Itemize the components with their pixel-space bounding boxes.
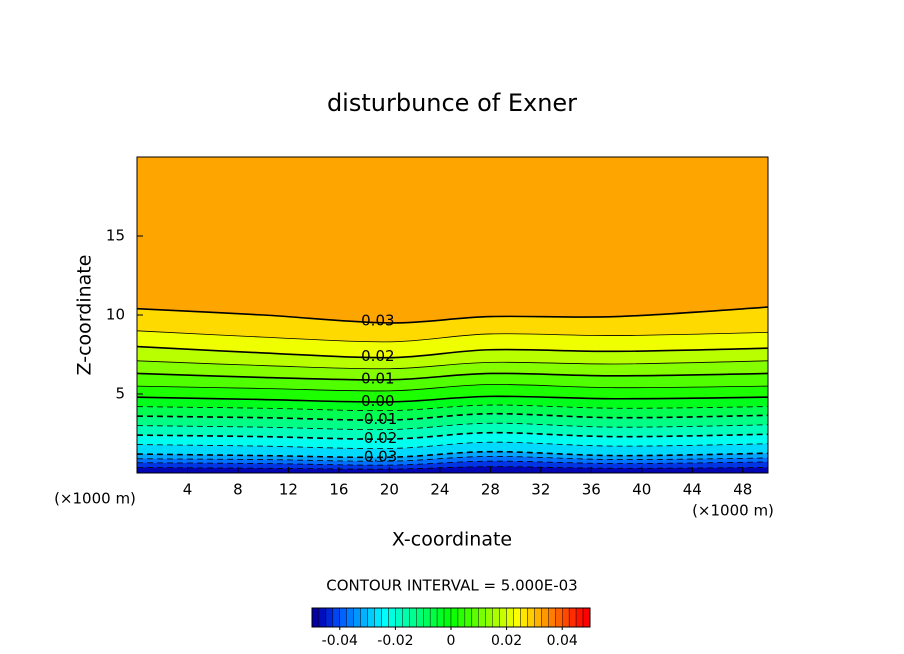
colorbar-cell <box>318 607 327 628</box>
colorbar-cell <box>575 607 584 628</box>
colorbar-cell <box>346 607 354 628</box>
contour-interval: CONTOUR INTERVAL = 5.000E-03 <box>326 577 577 595</box>
colorbar-cell <box>582 607 591 628</box>
colorbar-cell <box>311 607 320 628</box>
x-tick-label: 28 <box>481 481 500 499</box>
contour-label: 0.01 <box>361 370 394 388</box>
contour-line <box>137 404 768 412</box>
colorbar-tick-label: -0.04 <box>322 633 358 649</box>
colorbar-cell <box>478 607 486 628</box>
colorbar-cell <box>353 607 361 628</box>
colorbar-cell <box>402 607 410 628</box>
colorbar-cell <box>443 607 452 628</box>
contour-line <box>137 441 768 450</box>
colorbar-cell <box>513 607 521 628</box>
contour-line <box>137 466 768 470</box>
contour-line <box>137 360 768 370</box>
colorbar-cell <box>520 607 528 628</box>
contour-line <box>137 450 768 459</box>
x-tick-label: 20 <box>380 481 399 499</box>
colorbar-cell <box>568 607 577 628</box>
contour-label: 0.02 <box>361 347 394 365</box>
colorbar-cell <box>360 607 368 628</box>
colorbar-cell <box>457 607 466 628</box>
colorbar-cell <box>471 607 480 628</box>
x-tick-label: 36 <box>582 481 601 499</box>
colorbar-cell <box>541 607 549 628</box>
colorbar-cell <box>436 607 445 628</box>
x-tick-label: 48 <box>733 481 752 499</box>
contour-line <box>137 412 768 421</box>
colorbar-cell <box>332 607 341 628</box>
colorbar-cell <box>548 607 556 628</box>
contour-label: -0.01 <box>358 410 397 428</box>
x-tick-label: 8 <box>233 481 243 499</box>
colorbar-cell <box>450 607 459 628</box>
colorbar-cell <box>339 607 347 628</box>
x-unit-label: (×1000 m) <box>692 502 774 520</box>
colorbar-cell <box>492 607 500 628</box>
contour-line <box>137 395 768 403</box>
colorbar-cell <box>555 607 563 628</box>
x-tick-label: 40 <box>632 481 651 499</box>
y-tick-label: 5 <box>115 385 125 403</box>
contour-line <box>137 431 768 440</box>
colorbar-cell <box>464 607 473 628</box>
y-tick-label: 15 <box>106 227 125 245</box>
colorbar-cell <box>395 607 403 628</box>
contour-label: 0.03 <box>361 311 394 329</box>
colorbar-tick-label: 0.02 <box>491 633 522 649</box>
contour-line <box>137 384 768 392</box>
contour-line <box>137 372 768 381</box>
contour-line <box>137 345 768 359</box>
colorbar-cell <box>527 607 535 628</box>
x-tick-label: 16 <box>329 481 348 499</box>
colorbar-cell <box>429 607 438 628</box>
colorbar-cell <box>485 607 493 628</box>
contour-line <box>137 330 768 343</box>
colorbar-cell <box>562 607 570 628</box>
x-axis-label: X-coordinate <box>392 529 512 551</box>
chart-title: disturbunce of Exner <box>327 89 577 117</box>
x-tick-label: 32 <box>531 481 550 499</box>
colorbar-cell <box>381 607 389 628</box>
contour-line <box>137 456 768 462</box>
colorbar-cell <box>388 607 396 628</box>
contour-line <box>137 460 768 466</box>
colorbar-cell <box>416 607 424 628</box>
contour-label: 0.00 <box>361 392 394 410</box>
colorbar-cell <box>423 607 431 628</box>
plot-area: -0.03-0.02-0.010.00 0.01 0.02 0.03 <box>137 157 768 473</box>
colorbar-cell <box>506 607 514 628</box>
y-unit-label: (×1000 m) <box>54 490 136 508</box>
contour-label: -0.03 <box>358 447 397 465</box>
contour-label: -0.02 <box>358 429 397 447</box>
colorbar-tick-label: 0.04 <box>547 633 578 649</box>
y-tick-label: 10 <box>106 306 125 324</box>
x-tick-label: 24 <box>430 481 449 499</box>
colorbar-cell <box>534 607 542 628</box>
colorbar-cell <box>409 607 417 628</box>
colorbar-tick-label: -0.02 <box>377 633 413 649</box>
contour-line <box>137 306 768 324</box>
colorbar-tick-label: 0 <box>447 633 456 649</box>
x-tick-label: 4 <box>183 481 193 499</box>
x-tick-label: 44 <box>683 481 702 499</box>
y-axis-label: Z-coordinate <box>74 255 96 376</box>
colorbar-cell <box>367 607 375 628</box>
colorbar-cell <box>374 607 382 628</box>
colorbar-cell <box>499 607 507 628</box>
contour-line <box>137 422 768 431</box>
colorbar-cell <box>325 607 334 628</box>
x-tick-label: 12 <box>279 481 298 499</box>
